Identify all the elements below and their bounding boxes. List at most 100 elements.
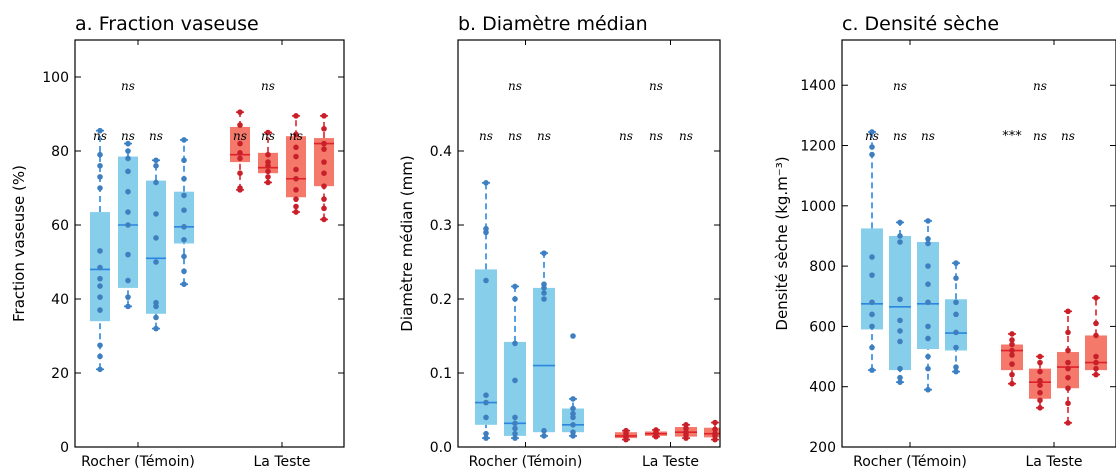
data-point (265, 179, 271, 186)
data-point (125, 188, 131, 195)
data-point (293, 196, 299, 202)
data-point (1009, 371, 1015, 378)
box (562, 408, 584, 433)
data-point (512, 435, 518, 441)
data-point (181, 207, 187, 213)
box (917, 241, 939, 350)
data-point (153, 179, 159, 186)
data-point (1065, 347, 1071, 354)
group-label: Rocher (Témoin) (469, 454, 583, 470)
data-point (570, 422, 576, 428)
data-point (153, 325, 159, 332)
annotation: ns (149, 129, 163, 143)
data-point (181, 137, 187, 143)
annotation: ns (649, 129, 663, 143)
axes-frame (841, 39, 1116, 448)
data-point (1065, 374, 1071, 381)
group-label: La Teste (642, 454, 699, 470)
data-point (125, 140, 131, 147)
data-point (483, 430, 489, 437)
group-label: Rocher (Témoin) (853, 454, 967, 470)
data-point (153, 157, 159, 164)
group-label: La Teste (1025, 454, 1082, 470)
data-point (293, 209, 299, 215)
data-point (512, 414, 518, 421)
data-point (897, 374, 903, 381)
y-tick-label: 800 (809, 259, 836, 275)
data-point (1093, 294, 1099, 301)
data-point (869, 151, 875, 158)
data-point (97, 283, 103, 289)
data-point (1093, 320, 1099, 327)
data-point (869, 129, 875, 135)
y-tick-label: 0.2 (430, 292, 452, 308)
box (889, 235, 911, 371)
data-point (153, 163, 159, 169)
data-point (953, 364, 959, 370)
chart-title: c. Densité sèche (842, 13, 999, 35)
y-tick-label: 0.4 (430, 144, 452, 160)
annotation-top: ns (649, 79, 663, 93)
data-point (293, 131, 299, 138)
y-tick-label: 100 (42, 70, 69, 86)
data-point (953, 260, 959, 266)
data-point (1037, 368, 1043, 375)
panel-1: ns ns ns ns Rocher (Témoin) ns ns ns ns La Teste 0… (398, 13, 721, 470)
data-point (293, 113, 299, 119)
data-point (293, 187, 299, 193)
y-axis-label: Fraction vaseuse (%) (10, 165, 28, 322)
data-point (321, 216, 327, 223)
data-point (181, 253, 187, 260)
box (146, 180, 166, 314)
data-point (97, 366, 103, 373)
y-tick-label: 0 (60, 440, 69, 456)
data-point (869, 311, 875, 318)
annotation: ns (893, 129, 907, 143)
data-point (1009, 341, 1015, 348)
data-point (897, 317, 903, 324)
data-point (953, 329, 959, 336)
data-point (897, 233, 903, 239)
annotation-top: ns (893, 79, 907, 93)
data-point (1037, 397, 1043, 404)
data-point (483, 180, 489, 186)
data-point (1037, 359, 1043, 366)
annotation: ns (1061, 129, 1075, 143)
box (704, 427, 720, 438)
data-point (321, 159, 327, 165)
data-point (712, 430, 718, 437)
data-point (181, 224, 187, 230)
data-point (1065, 308, 1071, 315)
data-point (237, 155, 243, 162)
data-point (712, 426, 718, 433)
y-tick-label: 0.0 (430, 440, 452, 456)
data-point (125, 303, 131, 310)
annotation: ns (479, 129, 493, 143)
data-point (1065, 385, 1071, 392)
box (533, 287, 555, 433)
data-point (869, 344, 875, 351)
box (475, 269, 497, 425)
data-point (570, 429, 576, 436)
data-point (321, 170, 327, 176)
data-point (570, 333, 576, 339)
annotation: ns (121, 129, 135, 143)
data-point (265, 174, 271, 180)
annotation: *** (1002, 129, 1022, 144)
y-tick-label: 40 (51, 292, 69, 308)
data-point (1037, 389, 1043, 396)
data-point (181, 237, 187, 243)
data-point (293, 166, 299, 173)
data-point (321, 183, 327, 189)
data-point (1065, 365, 1071, 372)
data-point (153, 299, 159, 306)
data-point (897, 239, 903, 245)
data-point (293, 144, 299, 151)
data-point (1009, 352, 1015, 358)
y-axis-label: Diamètre médian (mm) (398, 155, 416, 331)
data-point (97, 307, 103, 313)
group-label: La Teste (253, 454, 310, 470)
